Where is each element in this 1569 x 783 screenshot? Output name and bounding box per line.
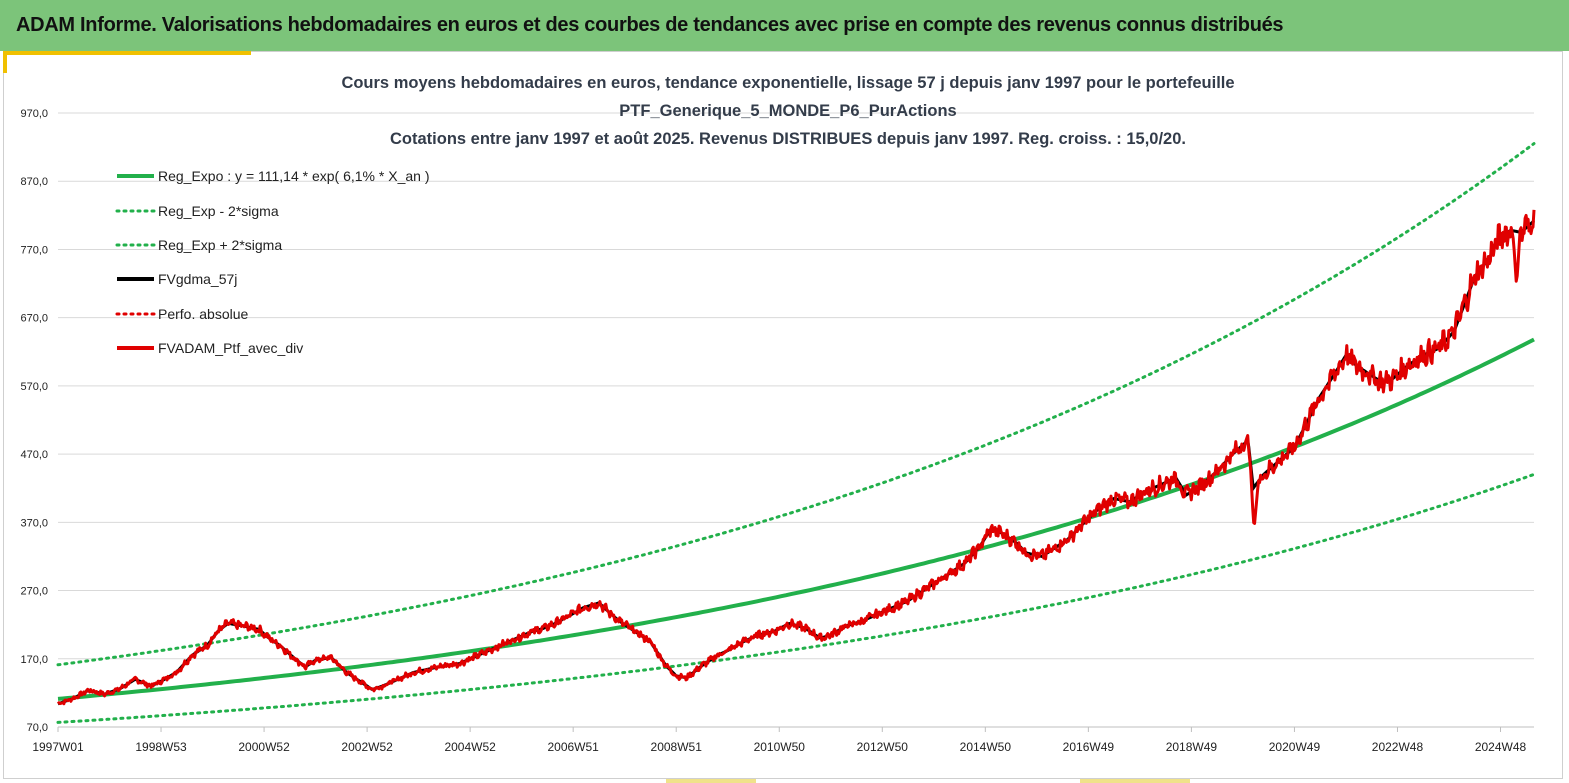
y-tick-label: 670,0 <box>20 313 48 325</box>
page-title: ADAM Informe. Valorisations hebdomadaire… <box>16 14 1284 36</box>
y-tick-label: 870,0 <box>20 176 48 188</box>
x-tick-label: 2010W50 <box>754 740 806 754</box>
legend-label: Reg_Expo : y = 111,14 * exp( 6,1% * X_an… <box>158 168 429 184</box>
x-tick-label: 1998W53 <box>135 740 187 754</box>
corner-accent <box>3 51 251 55</box>
y-tick-label: 770,0 <box>20 244 48 256</box>
header-bar: ADAM Informe. Valorisations hebdomadaire… <box>0 0 1569 51</box>
y-tick-label: 970,0 <box>20 108 48 120</box>
legend-label: FVgdma_57j <box>158 271 237 287</box>
y-axis: 970,0 870,0 770,0 670,0 570,0 470,0 370,0 270,0… <box>20 108 48 734</box>
legend-label: Perfo. absolue <box>158 306 248 322</box>
x-tick-label: 2014W50 <box>960 740 1012 754</box>
chart-title: Cours moyens hebdomadaires en euros, ten… <box>341 74 1234 148</box>
x-tick-label: 2002W52 <box>341 740 393 754</box>
y-tick-label: 170,0 <box>20 654 48 666</box>
y-tick-label: 70,0 <box>27 722 48 734</box>
bottom-accent-2 <box>1080 779 1190 783</box>
x-tick-label: 2022W48 <box>1372 740 1424 754</box>
x-tick-label: 2024W48 <box>1475 740 1527 754</box>
x-tick-label: 2016W49 <box>1063 740 1115 754</box>
chart-title-line: PTF_Generique_5_MONDE_P6_PurActions <box>619 102 956 120</box>
x-tick-label: 2004W52 <box>444 740 496 754</box>
x-tick-label: 2012W50 <box>857 740 909 754</box>
x-tick-label: 2020W49 <box>1269 740 1321 754</box>
series-reg-minus-2sigma <box>56 472 1536 724</box>
bottom-accent <box>666 779 756 783</box>
corner-accent-left <box>3 51 7 73</box>
y-tick-label: 270,0 <box>20 586 48 598</box>
y-tick-label: 570,0 <box>20 381 48 393</box>
y-tick-label: 470,0 <box>20 449 48 461</box>
legend: Reg_Expo : y = 111,14 * exp( 6,1% * X_an… <box>115 168 429 356</box>
x-tick-label: 1997W01 <box>32 740 84 754</box>
x-axis: 1997W01 1998W53 2000W52 2002W52 2004W52 2006W… <box>32 726 1534 754</box>
x-tick-label: 2008W51 <box>651 740 703 754</box>
x-tick-label: 2018W49 <box>1166 740 1218 754</box>
series-reg-plus-2sigma <box>56 142 1536 667</box>
legend-label: Reg_Exp - 2*sigma <box>158 203 279 219</box>
legend-label: FVADAM_Ptf_avec_div <box>158 340 303 356</box>
series-lines <box>56 142 1536 724</box>
legend-label: Reg_Exp + 2*sigma <box>158 237 282 253</box>
y-tick-label: 370,0 <box>20 517 48 529</box>
chart-frame <box>3 51 1563 779</box>
series-fvadam-ptf <box>56 209 1536 706</box>
x-tick-label: 2000W52 <box>238 740 290 754</box>
chart-title-line: Cotations entre janv 1997 et août 2025. … <box>390 130 1186 148</box>
chart-title-line: Cours moyens hebdomadaires en euros, ten… <box>341 74 1234 92</box>
x-tick-label: 2006W51 <box>547 740 599 754</box>
grid-lines <box>58 112 1534 728</box>
